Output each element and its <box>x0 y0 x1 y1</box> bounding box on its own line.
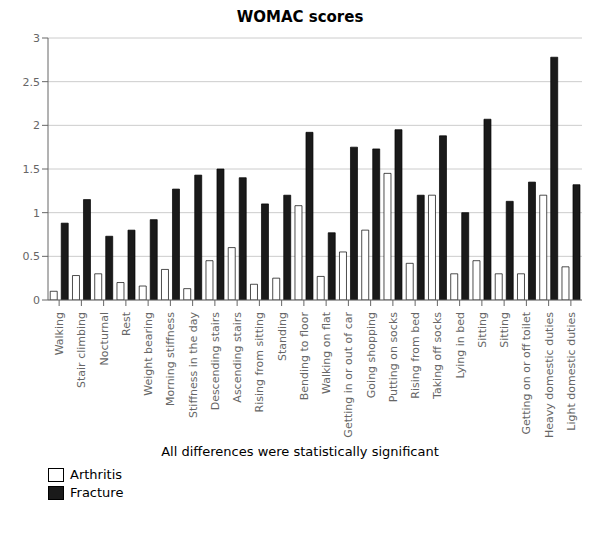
svg-text:2.5: 2.5 <box>23 76 41 89</box>
svg-text:Going shopping: Going shopping <box>365 312 378 398</box>
svg-text:2: 2 <box>33 119 40 132</box>
svg-text:Stair climbing: Stair climbing <box>75 312 88 388</box>
svg-text:Sitting: Sitting <box>498 312 511 348</box>
svg-text:Nocturnal: Nocturnal <box>98 312 111 365</box>
svg-text:Rising from sitting: Rising from sitting <box>253 312 266 412</box>
svg-text:Standing: Standing <box>276 312 289 361</box>
svg-text:Rising from bed: Rising from bed <box>409 312 422 399</box>
svg-text:0.5: 0.5 <box>23 250 41 263</box>
html-text:All differences were statistic: All differences were statistically signi… <box>161 444 439 459</box>
svg-text:Morning stiffness: Morning stiffness <box>164 312 177 406</box>
svg-text:Weight bearing: Weight bearing <box>142 312 155 396</box>
svg-text:Putting on socks: Putting on socks <box>387 312 400 403</box>
svg-text:1: 1 <box>33 207 40 220</box>
svg-text:Rest: Rest <box>120 311 133 336</box>
svg-text:Stiffness in the day: Stiffness in the day <box>187 312 200 418</box>
svg-text:3: 3 <box>33 32 40 45</box>
svg-text:0: 0 <box>33 294 40 307</box>
svg-text:Sitting: Sitting <box>476 312 489 348</box>
svg-text:1.5: 1.5 <box>23 163 41 176</box>
svg-text:Ascending stairs: Ascending stairs <box>231 312 244 403</box>
svg-text:Walking: Walking <box>53 312 66 355</box>
html-text:Fracture: Fracture <box>70 485 124 500</box>
html-text:Arthritis: Arthritis <box>70 467 122 482</box>
svg-text:Taking off socks: Taking off socks <box>431 312 444 400</box>
svg-text:Lying in bed: Lying in bed <box>454 312 467 378</box>
svg-text:Walking on flat: Walking on flat <box>320 311 333 394</box>
html-text:WOMAC scores: WOMAC scores <box>236 8 364 26</box>
svg-text:Heavy domestic duties: Heavy domestic duties <box>543 312 556 438</box>
svg-text:Getting in or out of car: Getting in or out of car <box>342 312 355 438</box>
svg-text:Bending to floor: Bending to floor <box>298 312 311 401</box>
svg-text:Getting on or off toilet: Getting on or off toilet <box>520 311 533 434</box>
svg-text:Light domestic duties: Light domestic duties <box>565 312 578 431</box>
svg-text:Descending stairs: Descending stairs <box>209 312 222 411</box>
